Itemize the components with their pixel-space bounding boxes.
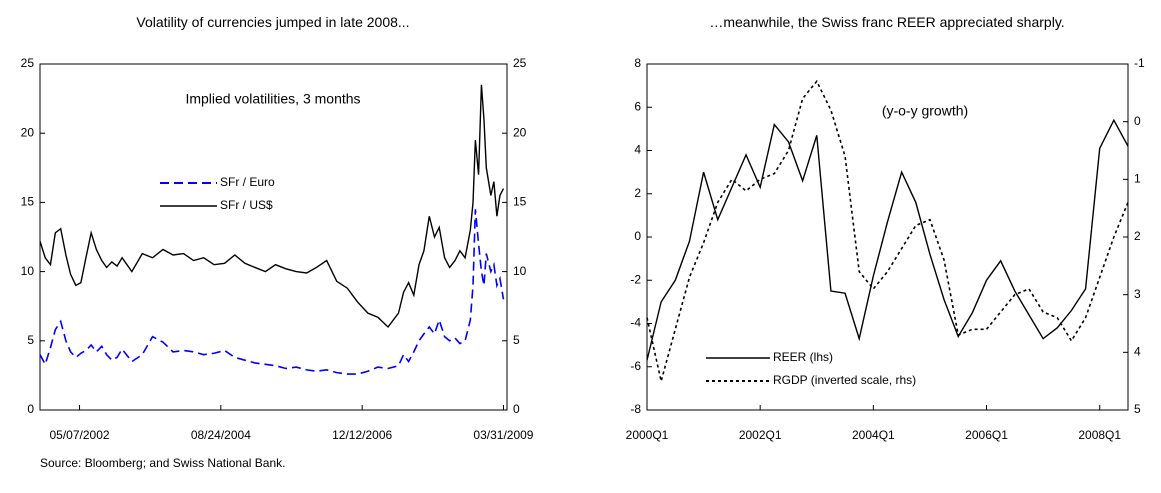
y2-tick-label: -1: [1134, 56, 1145, 70]
x-tick-label: 2002Q1: [739, 428, 782, 442]
x-tick-label: 12/12/2006: [332, 428, 392, 442]
y2-tick-label: 2: [1134, 229, 1141, 243]
x-tick-label: 2008Q1: [1078, 428, 1121, 442]
x-tick-label: 2004Q1: [852, 428, 895, 442]
series-line: [39, 84, 505, 329]
annotation: Implied volatilities, 3 months: [185, 91, 360, 107]
source-note: Source: Bloomberg; and Swiss National Ba…: [40, 456, 286, 470]
y-tick-label: 2: [634, 186, 641, 200]
legend-label: RGDP (inverted scale, rhs): [773, 373, 916, 387]
legend-label: SFr / Euro: [220, 175, 275, 189]
y2-tick-label: 5: [1134, 402, 1141, 416]
x-tick-label: 05/07/2002: [50, 428, 110, 442]
y-tick-label: -8: [630, 402, 641, 416]
series-line: [646, 118, 1129, 361]
y-tick-label: 20: [21, 125, 35, 139]
y-tick-label: 15: [21, 195, 35, 209]
series-line: [39, 209, 505, 375]
y-tick-label: -4: [630, 316, 641, 330]
x-tick-label: 08/24/2004: [191, 428, 251, 442]
y-tick-label: 4: [634, 143, 641, 157]
y2-tick-label: 3: [1134, 287, 1141, 301]
x-tick-label: 2006Q1: [965, 428, 1008, 442]
legend-label: SFr / US$: [220, 198, 273, 212]
x-tick-label: 03/31/2009: [473, 428, 533, 442]
y-tick-label: -2: [630, 272, 641, 286]
x-tick-label: 2000Q1: [626, 428, 669, 442]
y-tick-label: 25: [21, 56, 35, 70]
legend-label: REER (lhs): [773, 350, 833, 364]
y2-tick-label: 5: [513, 333, 520, 347]
chart-title: Volatility of currencies jumped in late …: [136, 14, 410, 30]
y2-tick-label: 10: [513, 264, 527, 278]
y2-tick-label: 1: [1134, 172, 1141, 186]
y-tick-label: 6: [634, 99, 641, 113]
y2-tick-label: 0: [513, 402, 520, 416]
y-tick-label: 5: [27, 333, 34, 347]
y2-tick-label: 4: [1134, 345, 1141, 359]
y2-tick-label: 25: [513, 56, 527, 70]
y-tick-label: 0: [27, 402, 34, 416]
y-tick-label: -6: [630, 359, 641, 373]
y2-tick-label: 15: [513, 195, 527, 209]
y-tick-label: 10: [21, 264, 35, 278]
annotation: (y-o-y growth): [882, 103, 968, 119]
y-tick-label: 0: [634, 229, 641, 243]
plot-frame: [39, 63, 508, 411]
y-tick-label: 8: [634, 56, 641, 70]
chart-title: …meanwhile, the Swiss franc REER appreci…: [709, 14, 1065, 30]
y2-tick-label: 0: [1134, 114, 1141, 128]
series-line: [646, 79, 1129, 382]
y2-tick-label: 20: [513, 125, 527, 139]
